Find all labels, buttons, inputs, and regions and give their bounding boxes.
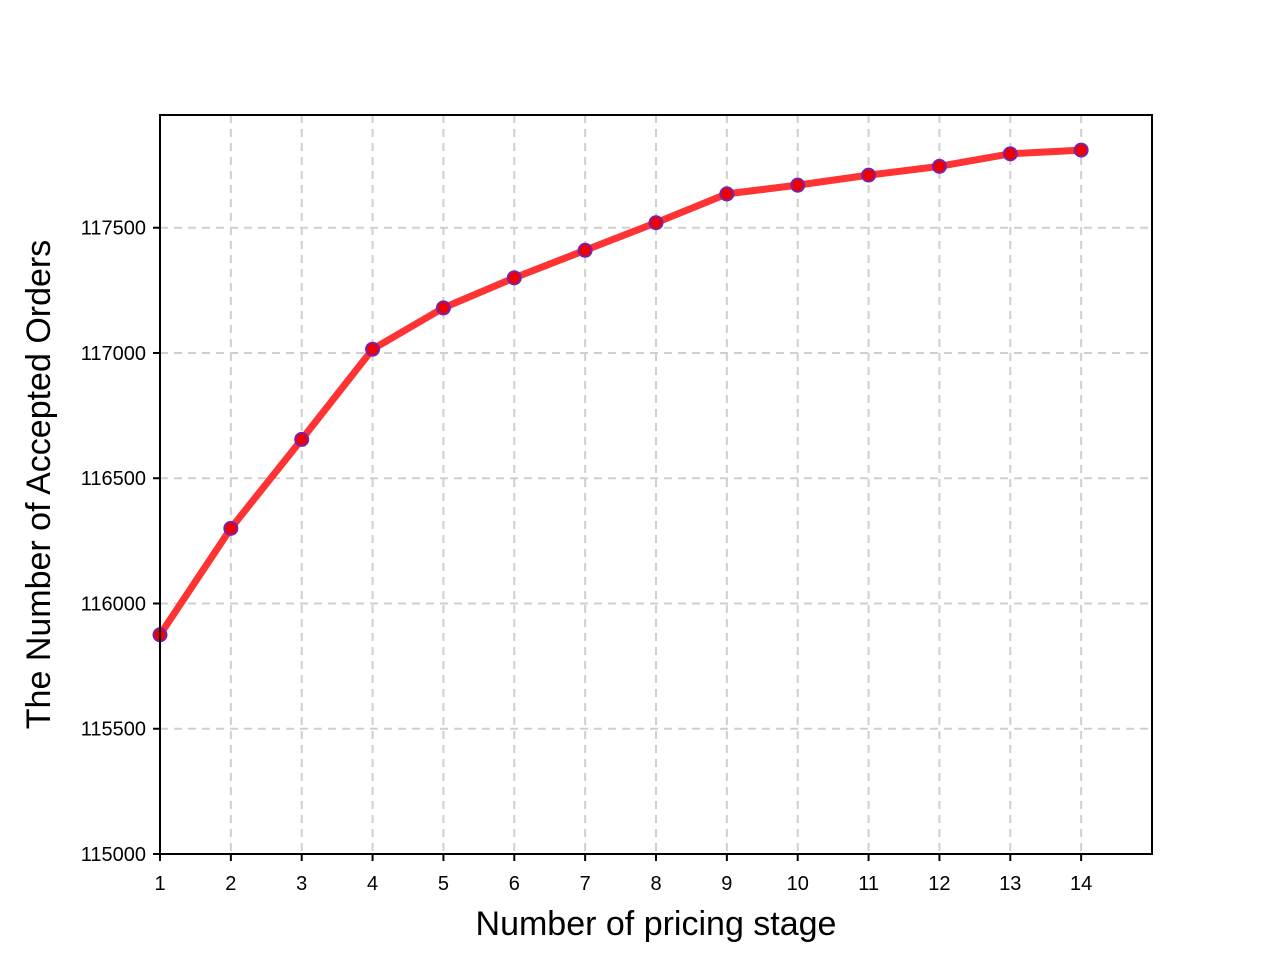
y-tick-label: 117000: [81, 343, 146, 365]
data-point: [365, 341, 381, 357]
x-tick-label: 10: [787, 873, 809, 895]
data-point: [435, 300, 451, 316]
data-point: [1073, 142, 1089, 158]
data-point: [294, 431, 310, 447]
data-point: [506, 270, 522, 286]
series-line: [156, 146, 1085, 639]
y-tick-label: 117500: [81, 218, 146, 240]
x-tick-label: 9: [721, 873, 732, 895]
x-tick-label: 14: [1070, 873, 1092, 895]
x-tick-label: 3: [296, 873, 307, 895]
x-tick-label: 8: [650, 873, 661, 895]
x-tick-label: 7: [580, 873, 591, 895]
x-tick-label: 2: [225, 873, 236, 895]
x-tick-label: 11: [858, 873, 879, 895]
data-point: [1002, 146, 1018, 162]
x-axis-ticks: 1 2 3 4 5 6 7 8 9 10 11 12 13 14: [154, 854, 1092, 895]
x-tick-label: 6: [509, 873, 520, 895]
data-point: [861, 167, 877, 183]
series-layer: [152, 142, 1089, 643]
y-tick-label: 115500: [81, 719, 146, 741]
data-point: [648, 215, 664, 231]
x-tick-label: 5: [438, 873, 449, 895]
x-tick-label: 4: [367, 873, 378, 895]
y-tick-label: 116000: [81, 593, 146, 615]
data-point: [719, 186, 735, 202]
x-tick-label: 12: [928, 873, 950, 895]
data-point: [931, 158, 947, 174]
y-axis-title: The Number of Accepted Orders: [20, 240, 58, 729]
data-point: [790, 177, 806, 193]
x-tick-label: 13: [999, 873, 1021, 895]
x-tick-label: 1: [154, 873, 165, 895]
y-tick-label: 116500: [81, 468, 146, 490]
y-axis-ticks: 115000 115500 116000 116500 117000 117500: [81, 218, 160, 866]
x-axis-title: Number of pricing stage: [476, 905, 837, 943]
data-point: [577, 242, 593, 258]
y-tick-label: 115000: [81, 844, 146, 866]
data-point: [223, 520, 239, 536]
